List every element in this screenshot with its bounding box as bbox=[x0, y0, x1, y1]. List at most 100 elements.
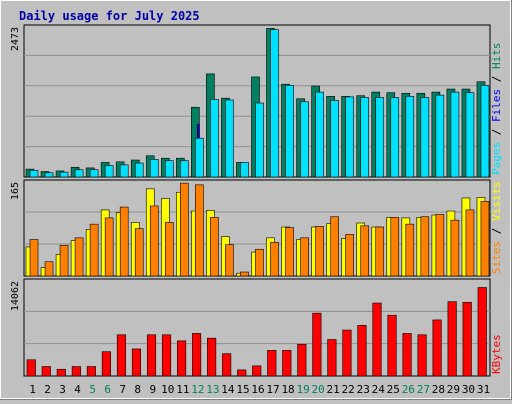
bar-kbytes-day-20 bbox=[312, 312, 322, 377]
bar-kbytes-day-11 bbox=[177, 340, 187, 377]
x-tick-label-day-8: 8 bbox=[134, 383, 141, 396]
bar-pages-day-30 bbox=[465, 92, 475, 178]
bar-sites-day-21 bbox=[330, 216, 339, 277]
bar-pages-day-28 bbox=[435, 94, 445, 178]
legend-kbytes: KBytes bbox=[490, 334, 503, 374]
bar-kbytes-day-30 bbox=[462, 302, 472, 377]
bar-pages-day-15 bbox=[240, 162, 249, 178]
bar-pages-day-1 bbox=[29, 170, 39, 178]
x-tick-label-day-28: 28 bbox=[432, 383, 445, 396]
bar-kbytes-day-13 bbox=[207, 337, 217, 377]
x-tick-label-day-30: 30 bbox=[462, 383, 475, 396]
x-tick-label-day-4: 4 bbox=[74, 383, 81, 396]
bar-pages-day-29 bbox=[450, 91, 460, 178]
x-tick-label-day-6: 6 bbox=[104, 383, 111, 396]
bar-pages-day-9 bbox=[149, 159, 159, 178]
bar-pages-day-31 bbox=[480, 85, 490, 178]
bar-pages-day-14 bbox=[225, 99, 234, 178]
bar-pages-day-25 bbox=[390, 97, 400, 178]
bar-pages-day-26 bbox=[405, 96, 415, 178]
x-tick-label-day-3: 3 bbox=[59, 383, 66, 396]
bar-kbytes-day-19 bbox=[297, 343, 307, 377]
bar-kbytes-day-16 bbox=[252, 365, 262, 377]
bar-kbytes-day-9 bbox=[146, 334, 157, 377]
bar-sites-day-6 bbox=[104, 217, 114, 277]
x-tick-label-day-12: 12 bbox=[191, 383, 204, 396]
bar-sites-day-2 bbox=[44, 261, 54, 277]
bar-kbytes-day-5 bbox=[86, 366, 96, 377]
bar-kbytes-day-31 bbox=[477, 287, 487, 377]
bar-kbytes-day-14 bbox=[222, 353, 232, 377]
bar-pages-day-8 bbox=[134, 162, 144, 178]
x-tick-label-day-24: 24 bbox=[372, 383, 386, 396]
bar-sites-day-26 bbox=[405, 223, 415, 277]
x-tick-label-day-17: 17 bbox=[266, 383, 279, 396]
x-tick-label-day-27: 27 bbox=[417, 383, 430, 396]
x-tick-label-day-1: 1 bbox=[29, 383, 36, 396]
legend-visits: Visits bbox=[490, 181, 503, 221]
bar-pages-day-20 bbox=[315, 91, 324, 178]
x-tick-label-day-16: 16 bbox=[251, 383, 264, 396]
x-tick-label-day-23: 23 bbox=[357, 383, 370, 396]
x-tick-label-day-14: 14 bbox=[221, 383, 235, 396]
x-tick-label-day-2: 2 bbox=[44, 383, 51, 396]
bar-kbytes-day-29 bbox=[447, 301, 457, 377]
bar-pages-day-10 bbox=[164, 160, 174, 178]
bar-kbytes-day-21 bbox=[327, 339, 337, 377]
bar-sites-day-30 bbox=[465, 209, 475, 277]
bar-kbytes-day-15 bbox=[237, 369, 247, 377]
bar-pages-day-2 bbox=[44, 172, 54, 178]
bar-pages-day-13 bbox=[210, 99, 219, 178]
bar-sites-day-8 bbox=[134, 228, 144, 277]
bar-sites-day-18 bbox=[285, 227, 294, 277]
x-tick-label-day-25: 25 bbox=[387, 383, 400, 396]
bar-pages-day-27 bbox=[420, 97, 430, 178]
bar-sites-day-11 bbox=[180, 182, 189, 277]
bar-kbytes-day-10 bbox=[161, 334, 172, 377]
bar-kbytes-day-22 bbox=[342, 329, 352, 377]
bar-kbytes-day-25 bbox=[387, 314, 397, 377]
bar-kbytes-day-24 bbox=[372, 302, 382, 377]
x-tick-label-day-13: 13 bbox=[206, 383, 219, 396]
legend-files: Files bbox=[490, 89, 503, 122]
x-tick-label-day-7: 7 bbox=[119, 383, 126, 396]
x-tick-label-day-26: 26 bbox=[402, 383, 415, 396]
bar-sites-day-17 bbox=[270, 242, 279, 277]
bar-pages-day-24 bbox=[375, 97, 385, 178]
bar-pages-day-4 bbox=[74, 169, 84, 178]
bar-sites-day-10 bbox=[164, 222, 174, 277]
ymax-label-visits-sites: 165 bbox=[10, 182, 21, 200]
x-tick-label-day-31: 31 bbox=[477, 383, 490, 396]
bar-sites-day-29 bbox=[450, 219, 460, 277]
bar-sites-day-22 bbox=[345, 234, 354, 277]
bar-sites-day-3 bbox=[59, 244, 69, 277]
legend-pages: Pages bbox=[490, 142, 503, 175]
bar-pages-day-6 bbox=[104, 165, 114, 178]
bar-sites-day-1 bbox=[29, 239, 39, 277]
x-tick-label-day-20: 20 bbox=[312, 383, 325, 396]
ymax-label-kbytes: 14062 bbox=[10, 281, 21, 311]
x-tick-label-day-18: 18 bbox=[281, 383, 294, 396]
bar-kbytes-day-12 bbox=[192, 333, 202, 377]
bar-sites-day-28 bbox=[435, 214, 445, 277]
legend-separator: / bbox=[490, 69, 503, 89]
bar-pages-day-11 bbox=[180, 160, 189, 178]
x-tick-label-day-22: 22 bbox=[342, 383, 355, 396]
legend-sites: Sites bbox=[490, 241, 503, 274]
bar-pages-day-3 bbox=[59, 171, 69, 178]
bar-kbytes-day-18 bbox=[282, 350, 292, 377]
bar-sites-day-20 bbox=[315, 226, 324, 277]
bar-sites-day-16 bbox=[255, 248, 264, 277]
x-tick-label-day-10: 10 bbox=[161, 383, 174, 396]
bar-kbytes-day-28 bbox=[432, 319, 442, 377]
bar-sites-day-27 bbox=[420, 216, 430, 277]
x-tick-label-day-15: 15 bbox=[236, 383, 249, 396]
right-legend-visits-sites: Sites / Visits bbox=[490, 181, 503, 274]
bar-sites-day-19 bbox=[300, 237, 309, 277]
bar-kbytes-day-8 bbox=[131, 348, 142, 377]
bar-pages-day-18 bbox=[285, 85, 294, 178]
bar-sites-day-5 bbox=[89, 223, 99, 277]
bar-sites-day-24 bbox=[375, 226, 385, 277]
